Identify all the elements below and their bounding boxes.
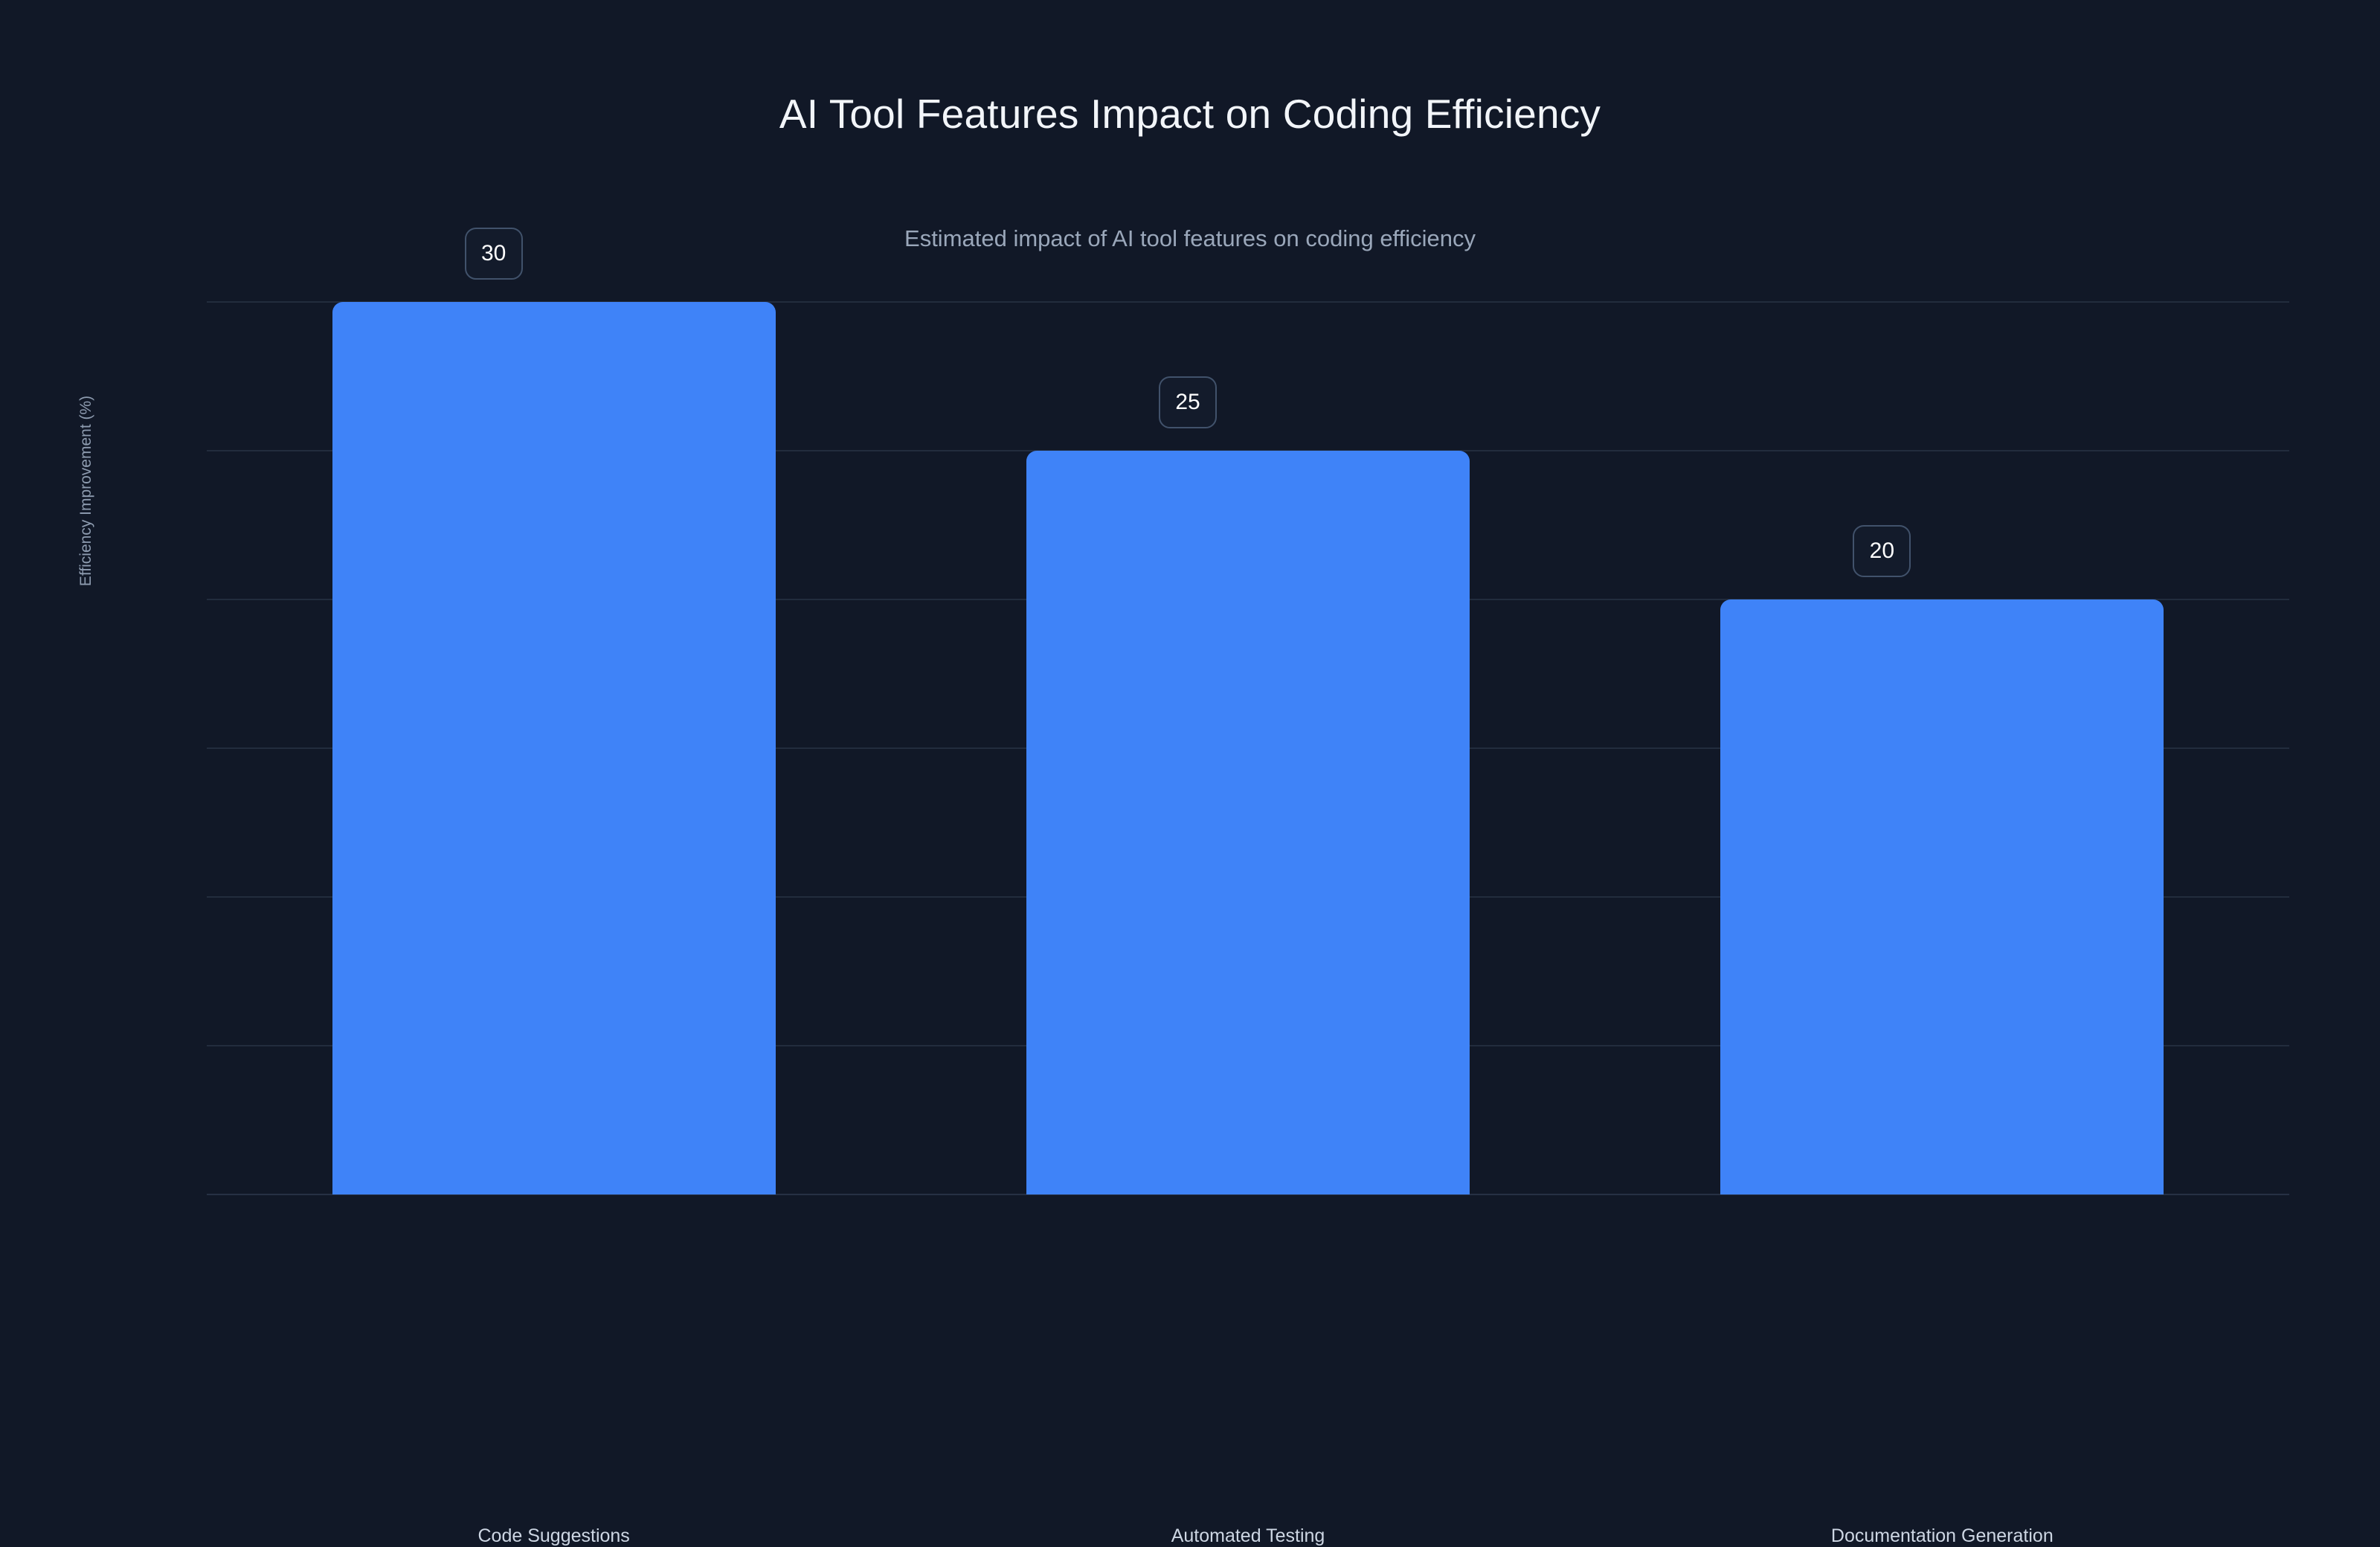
gridline bbox=[207, 1194, 2289, 1195]
bar-chart: AI Tool Features Impact on Coding Effici… bbox=[77, 91, 2289, 1546]
plot-area: 05101520253030Code Suggestions25Automate… bbox=[207, 228, 2289, 1546]
x-axis-category-label: Automated Testing bbox=[1171, 1525, 1325, 1546]
bar[interactable] bbox=[1026, 451, 1470, 1194]
bar-value-badge: 20 bbox=[1853, 525, 1911, 577]
x-axis-category-label: Code Suggestions bbox=[477, 1525, 630, 1546]
chart-subtitle: Estimated impact of AI tool features on … bbox=[904, 225, 1476, 251]
gridline bbox=[207, 301, 2289, 303]
x-axis-category-label: Documentation Generation bbox=[1830, 1525, 2053, 1546]
bar[interactable] bbox=[1720, 599, 2164, 1194]
bar[interactable] bbox=[332, 302, 776, 1194]
bar-value-badge: 25 bbox=[1159, 376, 1217, 428]
y-axis-title: Efficiency Improvement (%) bbox=[77, 395, 94, 587]
bar-value-badge: 30 bbox=[464, 228, 523, 280]
chart-title: AI Tool Features Impact on Coding Effici… bbox=[779, 91, 1601, 137]
